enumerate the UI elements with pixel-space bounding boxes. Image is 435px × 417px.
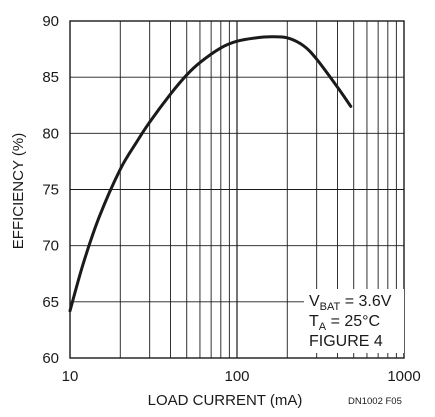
x-axis-title: LOAD CURRENT (mA)	[148, 392, 303, 409]
x-tick-label: 1000	[387, 368, 420, 385]
y-tick-label: 70	[42, 238, 59, 255]
y-tick-label: 85	[42, 69, 59, 86]
y-tick-label: 90	[42, 13, 59, 30]
y-tick-label: 75	[42, 182, 59, 199]
plot-border	[69, 20, 405, 359]
figure-label: FIGURE 4	[309, 333, 383, 350]
x-tick-label: 10	[62, 368, 79, 385]
y-tick-label: 65	[42, 294, 59, 311]
plot-frame	[69, 20, 405, 359]
vbat-annotation: VBAT = 3.6V	[309, 293, 392, 313]
y-axis-title: EFFICIENCY (%)	[10, 133, 27, 249]
y-tick-label: 80	[42, 125, 59, 142]
annotation-background	[304, 289, 404, 353]
figure-code: DN1002 F05	[348, 396, 402, 407]
efficiency-curve-0	[68, 35, 353, 313]
y-tick-label: 60	[42, 350, 59, 367]
x-tick-labels: 10 100 1000	[62, 368, 421, 385]
y-tick-labels: 60 65 70 75 80 85 90	[42, 13, 59, 367]
ta-annotation: TA = 25°C	[309, 313, 380, 333]
x-tick-label: 100	[224, 368, 249, 385]
series-layer	[68, 35, 353, 313]
